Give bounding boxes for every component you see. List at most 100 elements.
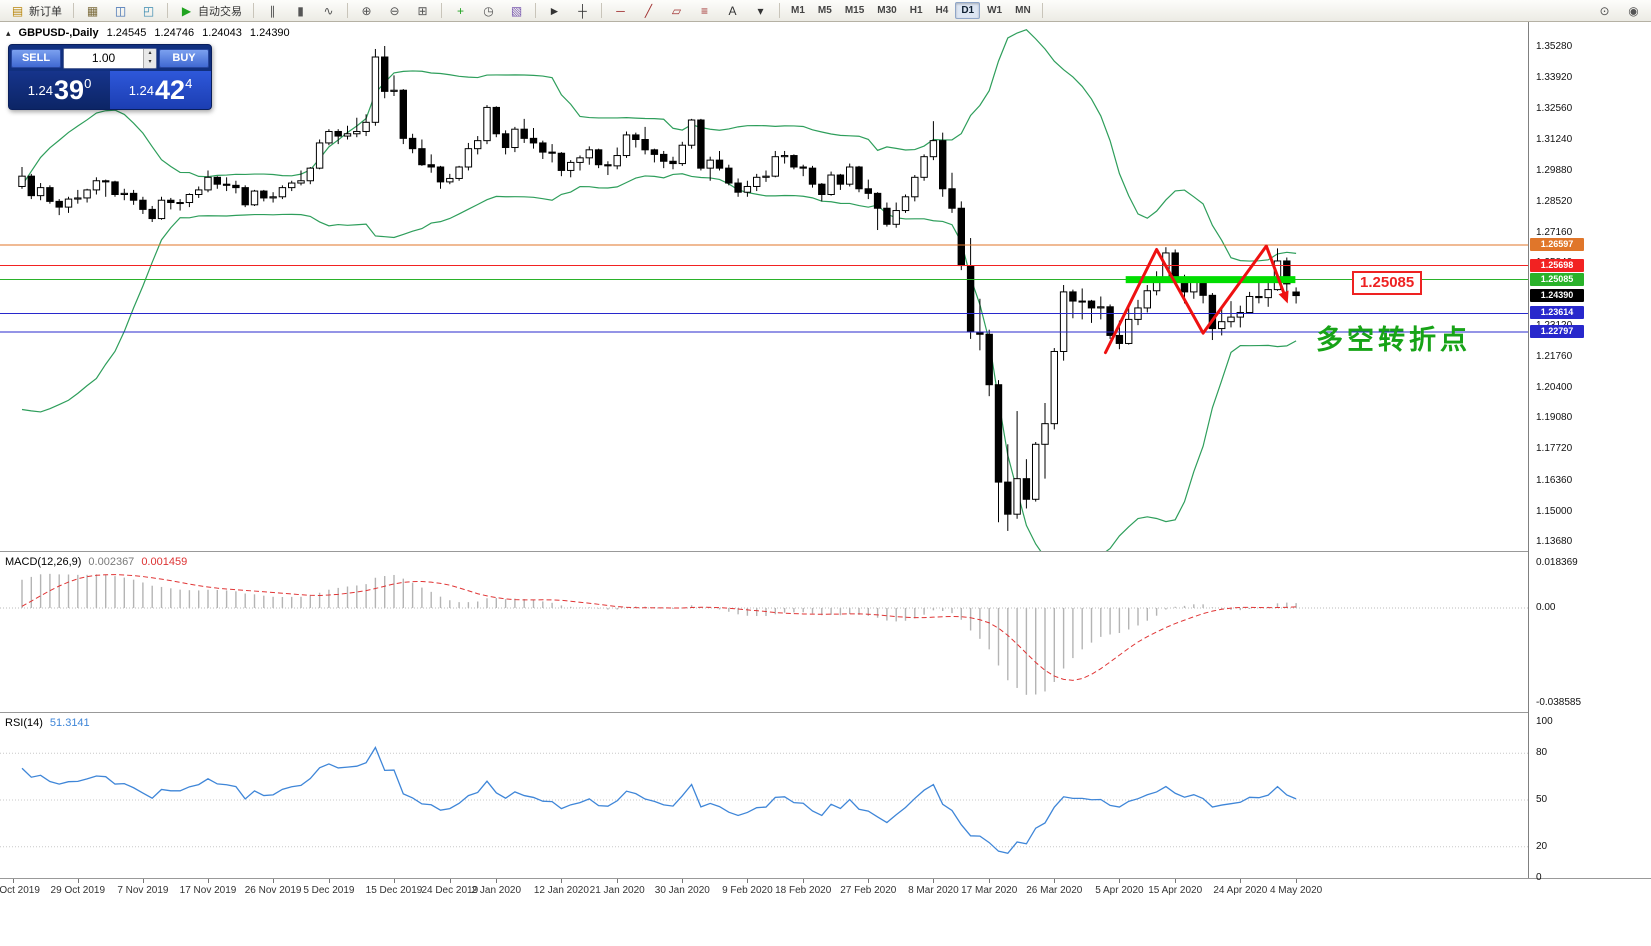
date-tick xyxy=(208,879,209,883)
time-periods-icon[interactable]: ◷ xyxy=(475,1,502,21)
date-tick xyxy=(682,879,684,883)
navigator-icon[interactable]: ◰ xyxy=(135,1,162,21)
timeframe-button-m15[interactable]: M15 xyxy=(844,5,865,16)
bar-chart-icon[interactable]: ∥ xyxy=(259,1,286,21)
zoom-out-icon[interactable]: ⊖ xyxy=(381,1,408,21)
date-label: 7 Nov 2019 xyxy=(117,885,169,896)
time-periods-icon: ◷ xyxy=(483,3,494,18)
templates-icon[interactable]: ▧ xyxy=(503,1,530,21)
buy-price[interactable]: 1.24 42 4 xyxy=(110,71,211,109)
date-tick xyxy=(77,879,79,883)
indicators-icon[interactable]: + xyxy=(447,1,474,21)
price-axis-label: 1.28520 xyxy=(1536,195,1573,207)
date-label: 5 Dec 2019 xyxy=(303,885,355,896)
toolbar-separator xyxy=(441,3,442,18)
auto-trading-button[interactable]: ▶ 自动交易 xyxy=(173,1,248,21)
horizontal-line-icon[interactable]: ─ xyxy=(607,1,634,21)
templates-icon: ▧ xyxy=(510,3,523,18)
date-label: 15 Apr 2020 xyxy=(1148,885,1203,896)
crosshair-icon: ┼ xyxy=(578,3,587,18)
volume-input[interactable] xyxy=(64,48,143,68)
price-axis-label: 1.16360 xyxy=(1536,474,1573,486)
rsi-axis-label: 50 xyxy=(1536,794,1548,805)
fibonacci-icon[interactable]: ≡ xyxy=(691,1,718,21)
tile-windows-icon[interactable]: ⊞ xyxy=(409,1,436,21)
timeframe-button-d1[interactable]: D1 xyxy=(955,2,981,19)
buy-button[interactable]: BUY xyxy=(159,48,209,68)
line-chart-icon[interactable]: ∿ xyxy=(315,1,342,21)
trade-prices-row: 1.24 39 0 1.24 42 4 xyxy=(9,71,211,109)
date-label: 17 Mar 2020 xyxy=(961,885,1018,896)
date-tick xyxy=(1175,879,1177,883)
timeframe-button-m5[interactable]: M5 xyxy=(817,5,832,16)
date-tick xyxy=(868,879,870,883)
date-label: 2 Jan 2020 xyxy=(471,885,522,896)
new-order-button[interactable]: ▤ 新订单 xyxy=(4,1,68,21)
price-axis-label: 1.32560 xyxy=(1536,103,1573,115)
timeframe-button-h4[interactable]: H4 xyxy=(935,5,949,16)
date-label: 17 Nov 2019 xyxy=(179,885,237,896)
crosshair-icon[interactable]: ┼ xyxy=(569,1,596,21)
price-axis-label: 1.21760 xyxy=(1536,350,1573,362)
bar-chart-icon: ∥ xyxy=(269,3,276,18)
date-tick xyxy=(1054,879,1056,883)
date-label: 27 Feb 2020 xyxy=(840,885,897,896)
date-tick xyxy=(747,879,749,883)
price-axis-label: 1.19080 xyxy=(1536,412,1573,424)
zoom-out-icon: ⊖ xyxy=(389,3,400,18)
timeframe-button-w1[interactable]: W1 xyxy=(987,5,1003,16)
fibonacci-icon: ≡ xyxy=(700,3,708,18)
toolbar-right-group: ⊙ ◉ xyxy=(1591,1,1647,21)
date-tick xyxy=(1240,879,1242,883)
macd-chart[interactable] xyxy=(0,553,1528,713)
toolbar-separator xyxy=(779,3,780,18)
price-low: 1.24043 xyxy=(202,27,242,39)
price-axis-label: 1.35280 xyxy=(1536,41,1573,52)
date-tick xyxy=(989,879,991,883)
date-axis[interactable]: 20 Oct 2019 29 Oct 2019 7 Nov 2019 17 Nov 2… xyxy=(0,878,1651,904)
volume-decrease-button[interactable]: ▾ xyxy=(144,58,156,68)
market-watch-icon[interactable]: ◫ xyxy=(107,1,134,21)
toolbar-separator xyxy=(73,3,74,18)
trendline-icon[interactable]: ╱ xyxy=(635,1,662,21)
timeframe-button-h1[interactable]: H1 xyxy=(909,5,923,16)
volume-box: ▴ ▾ xyxy=(63,47,157,69)
candlestick-icon[interactable]: ▮ xyxy=(287,1,314,21)
timeframe-button-mn[interactable]: MN xyxy=(1015,5,1031,16)
text-label-icon[interactable]: A xyxy=(719,1,746,21)
price-axis[interactable]: 1.35280 1.33920 1.32560 1.31240 1.29880 1.285… xyxy=(1528,22,1651,883)
cursor-icon[interactable]: ► xyxy=(541,1,568,21)
price-level-callout: 1.25085 xyxy=(1352,271,1423,295)
charts-grid-icon[interactable]: ▦ xyxy=(79,1,106,21)
turning-point-annotation: 多空转折点 xyxy=(1316,325,1471,356)
price-axis-tag: 1.25085 xyxy=(1530,272,1584,286)
sell-price-base: 1.24 xyxy=(27,82,54,98)
price-chart[interactable] xyxy=(0,22,1528,551)
price-axis-label: 1.17720 xyxy=(1536,443,1573,455)
date-label: 9 Feb 2020 xyxy=(722,885,773,896)
toolbar-separator xyxy=(1041,3,1043,18)
timeframe-button-m30[interactable]: M30 xyxy=(877,5,897,16)
channel-icon[interactable]: ▱ xyxy=(663,1,690,21)
indicators-icon: + xyxy=(456,3,464,18)
arrows-icon[interactable]: ▾ xyxy=(747,1,774,21)
macd-header: MACD(12,26,9) 0.002367 0.001459 xyxy=(5,556,187,568)
search-icon[interactable]: ⊙ xyxy=(1591,1,1618,21)
sell-button[interactable]: SELL xyxy=(11,48,61,68)
rsi-chart[interactable] xyxy=(0,714,1528,879)
date-tick xyxy=(1296,879,1298,883)
trade-controls-row: SELL ▴ ▾ BUY xyxy=(9,45,211,69)
volume-increase-button[interactable]: ▴ xyxy=(144,48,156,58)
chart-symbol-period: GBPUSD-,Daily xyxy=(18,27,99,39)
sell-price[interactable]: 1.24 39 0 xyxy=(9,71,110,109)
price-open: 1.24545 xyxy=(106,27,147,39)
macd-label: MACD(12,26,9) xyxy=(5,556,82,568)
cursor-icon: ► xyxy=(548,3,561,18)
help-icon[interactable]: ◉ xyxy=(1620,1,1647,21)
buy-price-pips: 42 xyxy=(155,74,186,105)
timeframe-button-m1[interactable]: M1 xyxy=(791,5,805,16)
toolbar-separator xyxy=(601,3,602,18)
zoom-in-icon[interactable]: ⊕ xyxy=(353,1,380,21)
text-label-icon: A xyxy=(728,3,737,18)
rsi-header: RSI(14) 51.3141 xyxy=(5,717,90,729)
